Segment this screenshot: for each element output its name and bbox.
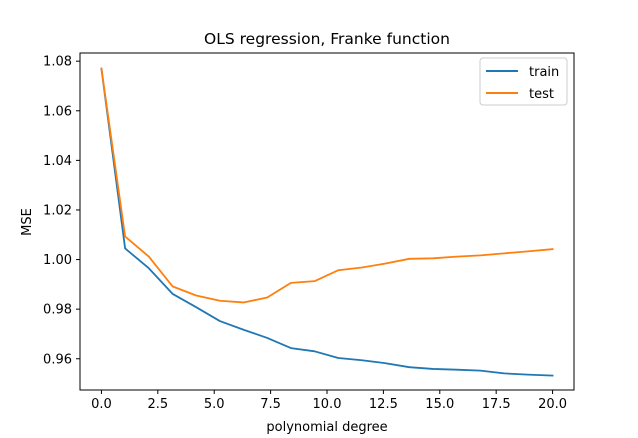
- x-tick-label: 2.5: [147, 397, 168, 412]
- series-line-train: [100, 67, 554, 377]
- y-tick-label: 1.00: [43, 253, 72, 268]
- legend-label-train: train: [529, 65, 559, 80]
- series-layer: [100, 67, 554, 377]
- x-axis-ticks: 0.0 2.5 5.0 7.5 10.0 12.5 15.0 17.5 20.0: [91, 390, 567, 412]
- x-tick-label: 15.0: [425, 397, 454, 412]
- y-tick-label: 1.06: [43, 104, 72, 119]
- y-tick-label: 1.04: [43, 154, 72, 169]
- y-tick-label: 1.08: [43, 55, 72, 70]
- x-tick-label: 7.5: [260, 397, 281, 412]
- x-tick-label: 17.5: [482, 397, 511, 412]
- y-axis-label: MSE: [20, 208, 35, 236]
- legend: train test: [479, 57, 568, 106]
- x-tick-label: 12.5: [369, 397, 398, 412]
- y-tick-label: 0.96: [43, 352, 72, 367]
- legend-label-test: test: [529, 87, 554, 102]
- x-tick-label: 10.0: [313, 397, 342, 412]
- x-tick-label: 0.0: [91, 397, 112, 412]
- y-tick-label: 0.98: [43, 303, 72, 318]
- x-tick-label: 20.0: [538, 397, 567, 412]
- x-tick-label: 5.0: [204, 397, 225, 412]
- y-axis-ticks: 0.96 0.98 1.00 1.02 1.04 1.06 1.08: [43, 55, 80, 367]
- x-axis-label: polynomial degree: [266, 420, 387, 435]
- series-line-test: [100, 67, 554, 304]
- y-tick-label: 1.02: [43, 203, 72, 218]
- chart-title: OLS regression, Franke function: [204, 30, 450, 48]
